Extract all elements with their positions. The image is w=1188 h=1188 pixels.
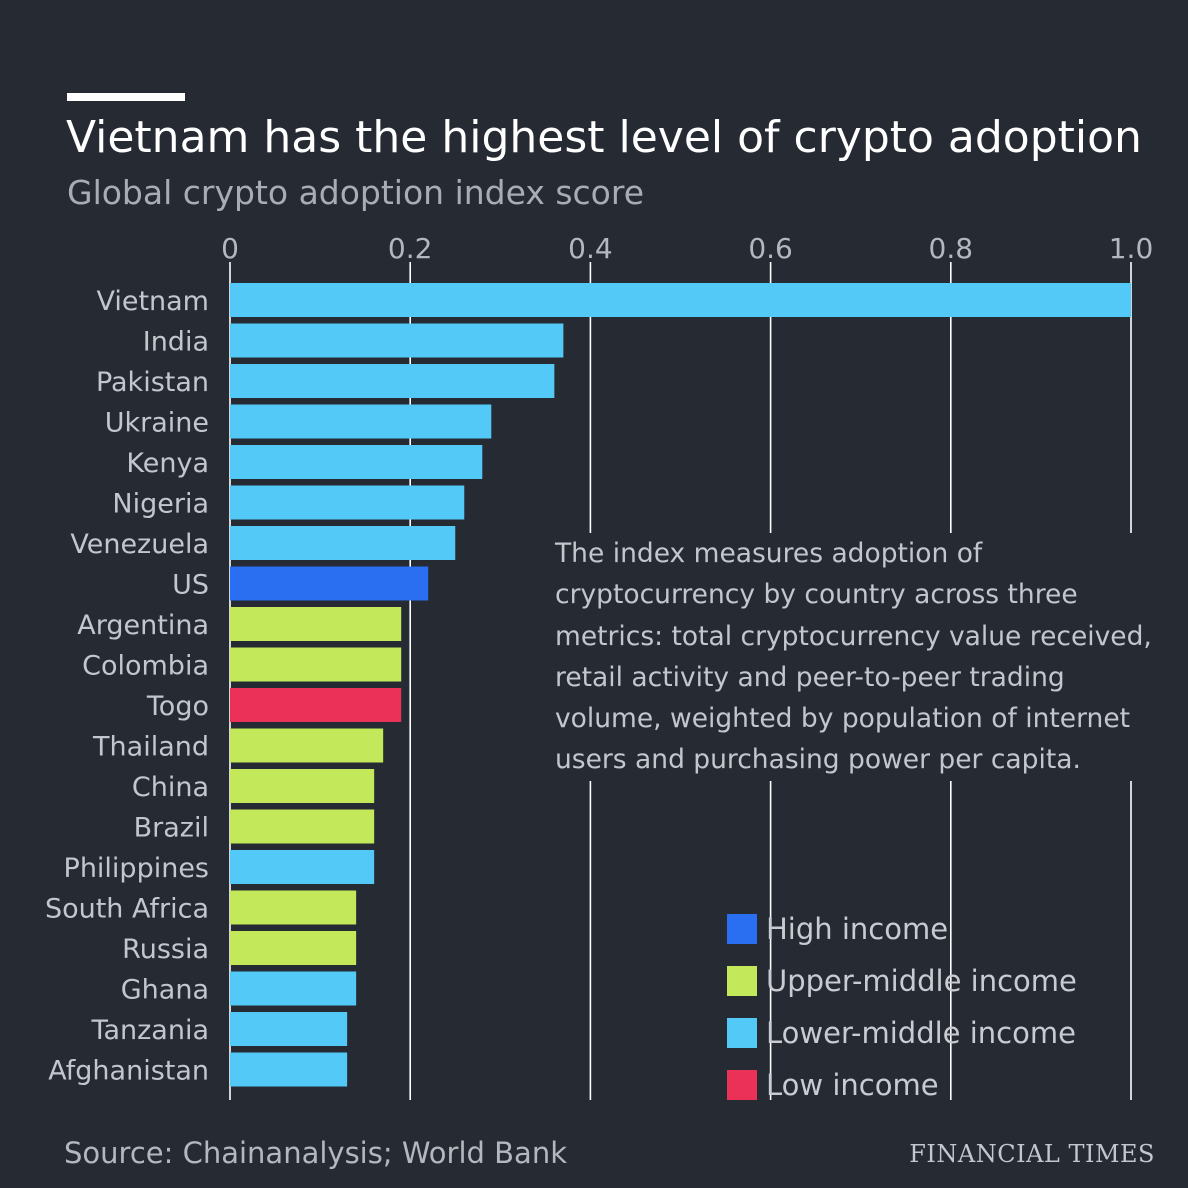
- legend-swatch-high: [727, 914, 757, 944]
- chart-title: Vietnam has the highest level of crypto …: [66, 112, 1142, 163]
- category-label: Ukraine: [105, 408, 209, 439]
- legend-label-lower-middle: Lower-middle income: [766, 1016, 1076, 1050]
- legend-item-low: Low income: [727, 1059, 1077, 1111]
- category-label: South Africa: [45, 894, 209, 925]
- bar: [230, 931, 357, 965]
- top-rule: [67, 93, 185, 101]
- legend-label-low: Low income: [766, 1068, 939, 1102]
- category-label: Argentina: [77, 610, 209, 641]
- legend-swatch-upper-middle: [727, 966, 757, 996]
- legend: High income Upper-middle income Lower-mi…: [727, 903, 1077, 1111]
- category-label: Vietnam: [96, 286, 209, 317]
- x-tick-label: 0: [221, 232, 239, 265]
- bar: [230, 364, 555, 398]
- bar: [230, 404, 492, 439]
- legend-item-upper-middle: Upper-middle income: [727, 955, 1077, 1007]
- legend-label-upper-middle: Upper-middle income: [766, 964, 1077, 998]
- bar: [230, 1012, 348, 1046]
- x-tick-label: 1.0: [1109, 232, 1154, 265]
- category-label: Philippines: [64, 853, 209, 884]
- category-label: Kenya: [126, 448, 209, 479]
- category-label: US: [172, 570, 209, 601]
- bar: [230, 485, 465, 520]
- category-labels: Vietnam India Pakistan Ukraine Kenya Nigeria V…: [45, 286, 209, 1087]
- bar: [230, 607, 402, 641]
- category-label: Togo: [146, 691, 209, 722]
- bar: [230, 728, 384, 763]
- legend-swatch-low: [727, 1070, 757, 1100]
- publisher-logo: FINANCIAL TIMES: [909, 1140, 1155, 1168]
- bars: [230, 283, 1131, 1087]
- legend-label-high: High income: [766, 912, 949, 946]
- bar: [230, 971, 357, 1006]
- x-axis-ticks: 0 0.2 0.4 0.6 0.8 1.0: [221, 232, 1153, 265]
- category-label: Nigeria: [112, 489, 209, 520]
- category-label: Tanzania: [90, 1015, 209, 1046]
- bar: [230, 1052, 348, 1087]
- category-label: Thailand: [92, 732, 209, 763]
- category-label: Brazil: [134, 813, 209, 844]
- legend-item-lower-middle: Lower-middle income: [727, 1007, 1077, 1059]
- x-tick-label: 0.4: [568, 232, 613, 265]
- category-label: Russia: [122, 934, 209, 965]
- category-label: India: [143, 327, 209, 358]
- bar: [230, 283, 1131, 317]
- bar: [230, 445, 483, 479]
- category-label: Colombia: [82, 651, 209, 682]
- bar: [230, 688, 402, 722]
- legend-item-high: High income: [727, 903, 1077, 955]
- bar: [230, 809, 375, 844]
- category-label: China: [132, 772, 209, 803]
- source-note: Source: Chainanalysis; World Bank: [64, 1136, 567, 1170]
- bar: [230, 647, 402, 682]
- x-tick-label: 0.6: [748, 232, 793, 265]
- bar: [230, 566, 429, 601]
- legend-swatch-lower-middle: [727, 1018, 757, 1048]
- bar: [230, 769, 375, 803]
- bar: [230, 850, 375, 884]
- category-label: Ghana: [121, 975, 209, 1006]
- x-tick-label: 0.8: [929, 232, 974, 265]
- index-note: The index measures adoption of cryptocur…: [555, 533, 1175, 781]
- chart-subtitle: Global crypto adoption index score: [67, 173, 645, 212]
- bar: [230, 323, 564, 358]
- x-tick-label: 0.2: [388, 232, 433, 265]
- bar: [230, 890, 357, 925]
- bar: [230, 526, 456, 560]
- category-label: Afghanistan: [48, 1056, 209, 1087]
- category-label: Pakistan: [96, 367, 209, 398]
- category-label: Venezuela: [70, 529, 209, 560]
